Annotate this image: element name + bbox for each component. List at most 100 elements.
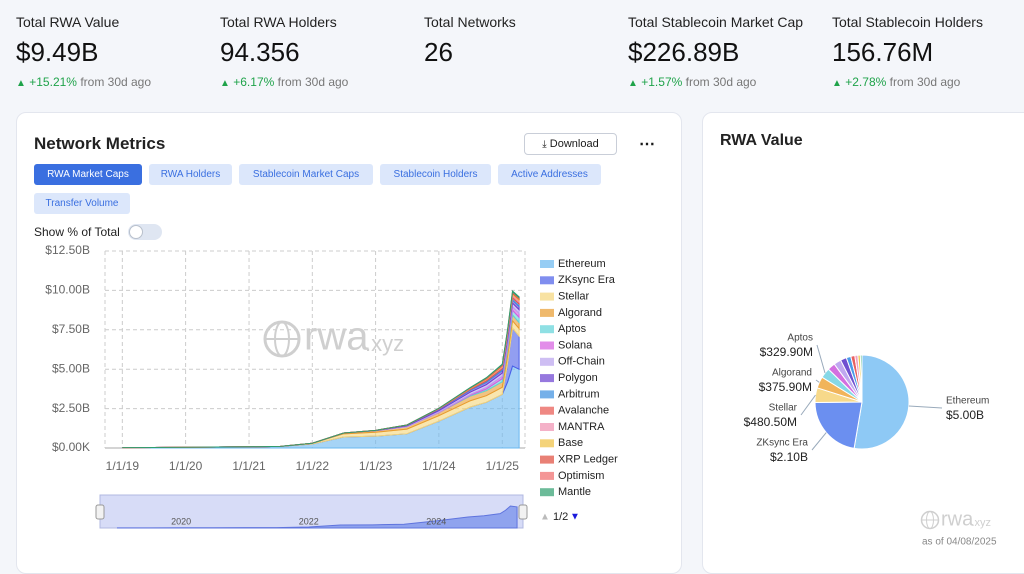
tab[interactable]: Transfer Volume — [34, 193, 130, 214]
stat-value: $226.89B — [628, 37, 740, 67]
label-connector — [800, 394, 816, 416]
legend-swatch — [540, 374, 554, 383]
x-tick-label: 1/1/24 — [422, 459, 456, 473]
watermark-suffix: .xyz — [365, 331, 404, 356]
download-label: Download — [549, 138, 599, 150]
legend-swatch — [540, 423, 554, 431]
navigator-tick-label: 2022 — [299, 516, 319, 526]
legend-swatch — [540, 455, 554, 464]
stat-change: ▲ +6.17% from 30d ago — [220, 75, 348, 89]
area — [122, 290, 520, 449]
pie-chart: RWA Value Ethereum$5.00B ZKsync Era$2.10B S… — [720, 132, 997, 548]
label-connector — [908, 405, 943, 409]
stat-label: Total Networks — [424, 14, 516, 30]
legend-swatch — [540, 390, 554, 399]
pie-value-label: $329.90M — [760, 345, 813, 359]
stat-value: $9.49B — [16, 37, 99, 67]
change-value: +2.78% — [845, 75, 887, 89]
pie-value-label: $5.00B — [946, 408, 984, 422]
as-of: as of 04/08/2025 — [922, 537, 997, 548]
change-period: from 30d ago — [80, 75, 152, 89]
legend-next[interactable]: ▼ — [570, 512, 580, 523]
stat-label: Total RWA Value — [16, 14, 120, 30]
legend-label: Ethereum — [558, 258, 606, 270]
stat-label: Total Stablecoin Market Cap — [628, 14, 804, 30]
tab[interactable]: RWA Holders — [149, 164, 232, 185]
legend-label: Algorand — [558, 307, 602, 319]
pie-label: Algorand — [772, 368, 812, 379]
legend-swatch — [540, 406, 554, 415]
legend-swatch — [540, 357, 554, 366]
watermark-main: rwa — [941, 508, 974, 530]
legend-label: Optimism — [558, 470, 604, 482]
legend-label: Mantle — [558, 486, 591, 498]
change-period: from 30d ago — [277, 75, 349, 89]
legend-label: Polygon — [558, 372, 598, 384]
legend-label: Base — [558, 437, 583, 449]
tab[interactable]: RWA Market Caps — [34, 164, 142, 185]
up-arrow: ▲ — [16, 78, 26, 89]
label-connector — [815, 379, 820, 383]
download-button[interactable]: ⤓ Download — [524, 133, 617, 155]
pie-slice — [859, 354, 863, 403]
y-tick-label: $7.50B — [52, 322, 90, 336]
pie-slice — [814, 401, 863, 449]
legend-swatch — [540, 341, 554, 350]
tab[interactable]: Stablecoin Market Caps — [239, 164, 373, 185]
stat-change: ▲ +1.57% from 30d ago — [628, 75, 756, 89]
page: { "stats": [ {"label": "Total RWA Value"… — [16, 14, 1024, 574]
x-tick-label: 1/1/19 — [106, 459, 140, 473]
change-value: +15.21% — [29, 75, 77, 89]
legend-swatch — [540, 488, 554, 497]
pie-title: RWA Value — [720, 132, 803, 149]
x-tick-label: 1/1/25 — [486, 459, 520, 473]
stat-change: ▲ +2.78% from 30d ago — [832, 75, 960, 89]
y-tick-label: $2.50B — [52, 401, 90, 415]
legend-swatch — [540, 325, 554, 334]
area-chart: $0.00K $2.50B $5.00B $7.50B $10.00B $12.50B 1/… — [45, 243, 618, 529]
navigator-area — [116, 505, 518, 529]
legend-label: MANTRA — [558, 421, 605, 433]
up-arrow: ▲ — [832, 78, 842, 89]
pie-label: Stellar — [769, 403, 798, 414]
legend-swatch — [540, 471, 554, 480]
legend-prev[interactable]: ▲ — [540, 512, 550, 523]
toggle[interactable] — [128, 224, 162, 240]
stat-label: Total Stablecoin Holders — [832, 14, 983, 30]
pie-label: Ethereum — [946, 396, 989, 407]
y-tick-label: $0.00K — [52, 440, 90, 454]
tab[interactable]: Active Addresses — [498, 164, 601, 185]
x-tick-label: 1/1/20 — [169, 459, 203, 473]
tab[interactable]: Stablecoin Holders — [380, 164, 491, 185]
pie-value-label: $375.90M — [759, 380, 812, 394]
navigator-tick-label: 2020 — [171, 516, 191, 526]
change-value: +6.17% — [233, 75, 275, 89]
navigator-handle[interactable] — [95, 504, 105, 520]
label-connector — [816, 344, 826, 374]
y-tick-label: $5.00B — [52, 361, 90, 375]
change-value: +1.57% — [641, 75, 683, 89]
up-arrow: ▲ — [220, 78, 230, 89]
pie-label: Aptos — [787, 333, 813, 344]
legend-page: 1/2 — [553, 511, 568, 523]
legend-label: Off-Chain — [558, 356, 605, 368]
download-icon: ⤓ — [542, 139, 547, 150]
navigator-handle[interactable] — [518, 504, 528, 520]
pie-card — [702, 112, 1024, 574]
change-period: from 30d ago — [889, 75, 961, 89]
y-tick-label: $10.00B — [45, 283, 90, 297]
stat-change: ▲ +15.21% from 30d ago — [16, 75, 151, 89]
toggle-label: Show % of Total — [34, 225, 120, 239]
legend-label: XRP Ledger — [558, 454, 618, 466]
x-tick-label: 1/1/21 — [232, 459, 266, 473]
stat-value: 26 — [424, 37, 453, 67]
x-tick-label: 1/1/23 — [359, 459, 393, 473]
legend-swatch — [540, 439, 554, 448]
pie-slice — [853, 354, 910, 450]
legend-label: ZKsync Era — [558, 274, 616, 286]
stat-label: Total RWA Holders — [220, 14, 337, 30]
card-title: Network Metrics — [34, 134, 166, 153]
legend-swatch — [540, 292, 554, 301]
y-tick-label: $12.50B — [45, 243, 90, 257]
more-menu[interactable]: ⋯ — [639, 136, 656, 153]
